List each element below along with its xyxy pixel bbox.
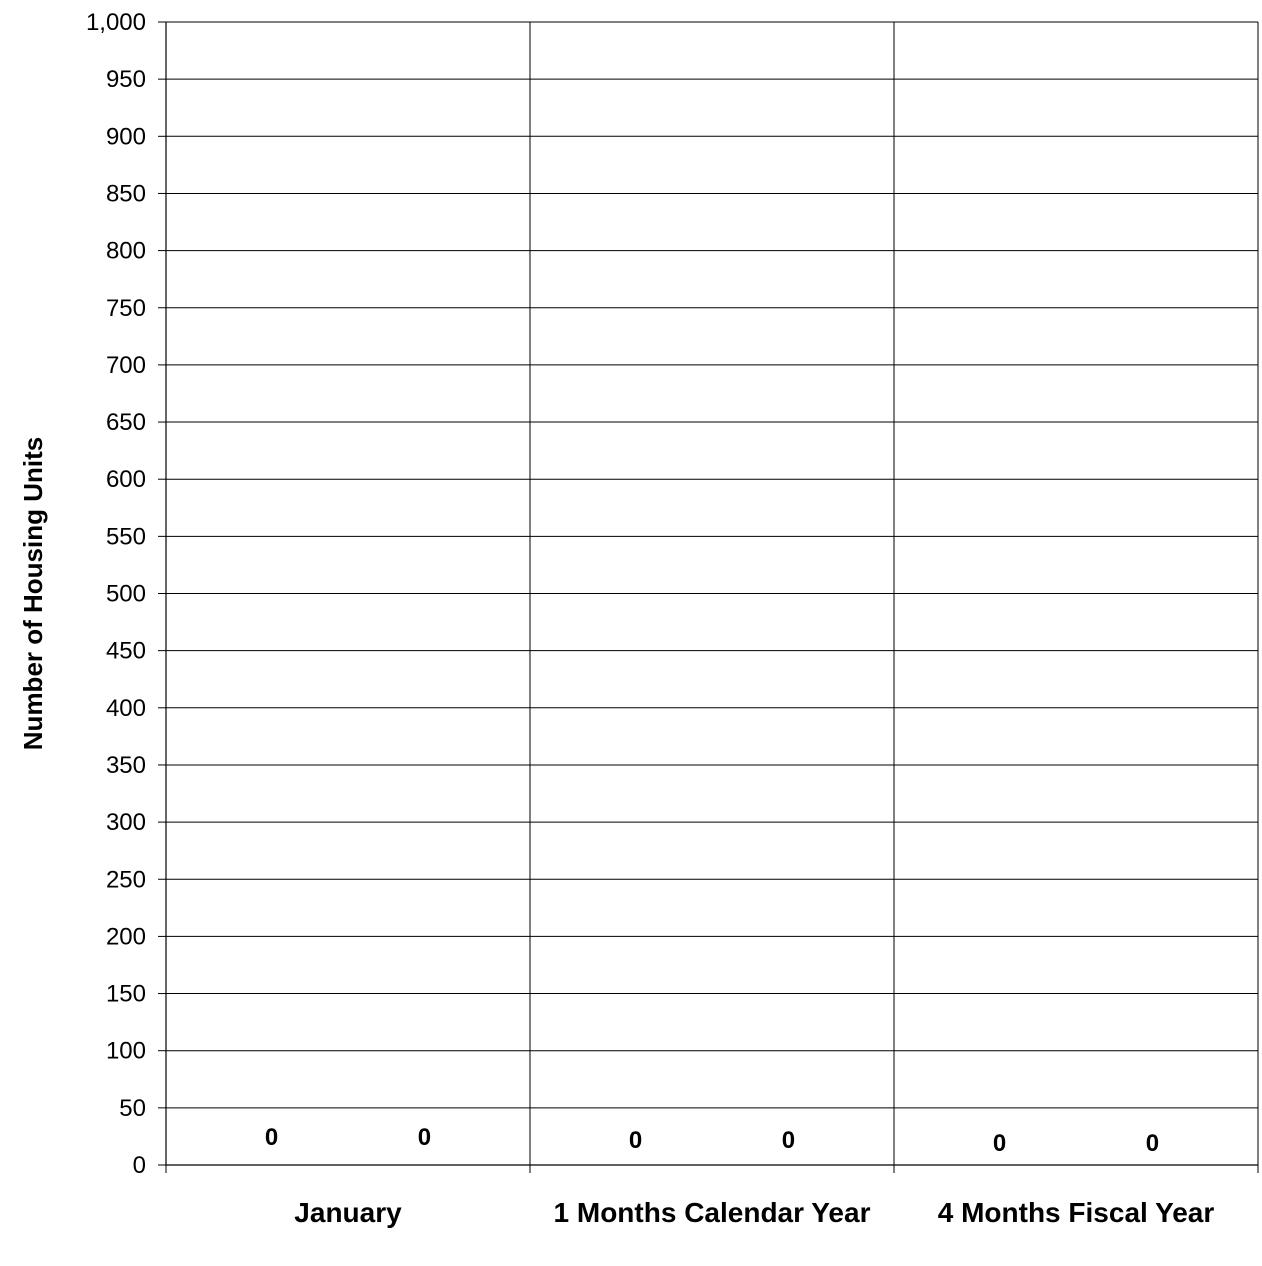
x-category-label: January: [294, 1197, 402, 1228]
data-label: 0: [993, 1130, 1006, 1157]
data-label: 0: [629, 1127, 642, 1154]
x-category-label: 4 Months Fiscal Year: [938, 1197, 1215, 1228]
y-axis-title: Number of Housing Units: [18, 437, 48, 750]
y-tick-label: 500: [106, 581, 146, 608]
data-label: 0: [1146, 1130, 1159, 1157]
y-tick-label: 50: [119, 1095, 146, 1122]
data-label: 0: [418, 1124, 431, 1151]
y-tick-label: 750: [106, 295, 146, 322]
y-tick-label: 300: [106, 809, 146, 836]
y-tick-label: 950: [106, 66, 146, 93]
y-tick-label: 400: [106, 695, 146, 722]
y-tick-label: 600: [106, 466, 146, 493]
y-tick-label: 650: [106, 409, 146, 436]
y-tick-label: 800: [106, 238, 146, 265]
y-tick-label: 350: [106, 752, 146, 779]
y-tick-label: 100: [106, 1038, 146, 1065]
y-tick-label: 850: [106, 180, 146, 207]
y-tick-label: 550: [106, 523, 146, 550]
data-label: 0: [265, 1124, 278, 1151]
data-label: 0: [782, 1127, 795, 1154]
y-tick-label: 700: [106, 352, 146, 379]
y-tick-label: 450: [106, 638, 146, 665]
y-tick-label: 900: [106, 123, 146, 150]
y-tick-label: 1,000: [86, 9, 146, 36]
y-tick-label: 0: [133, 1152, 146, 1179]
x-category-label: 1 Months Calendar Year: [554, 1197, 871, 1228]
y-tick-label: 150: [106, 981, 146, 1008]
y-tick-label: 250: [106, 866, 146, 893]
y-tick-label: 200: [106, 923, 146, 950]
